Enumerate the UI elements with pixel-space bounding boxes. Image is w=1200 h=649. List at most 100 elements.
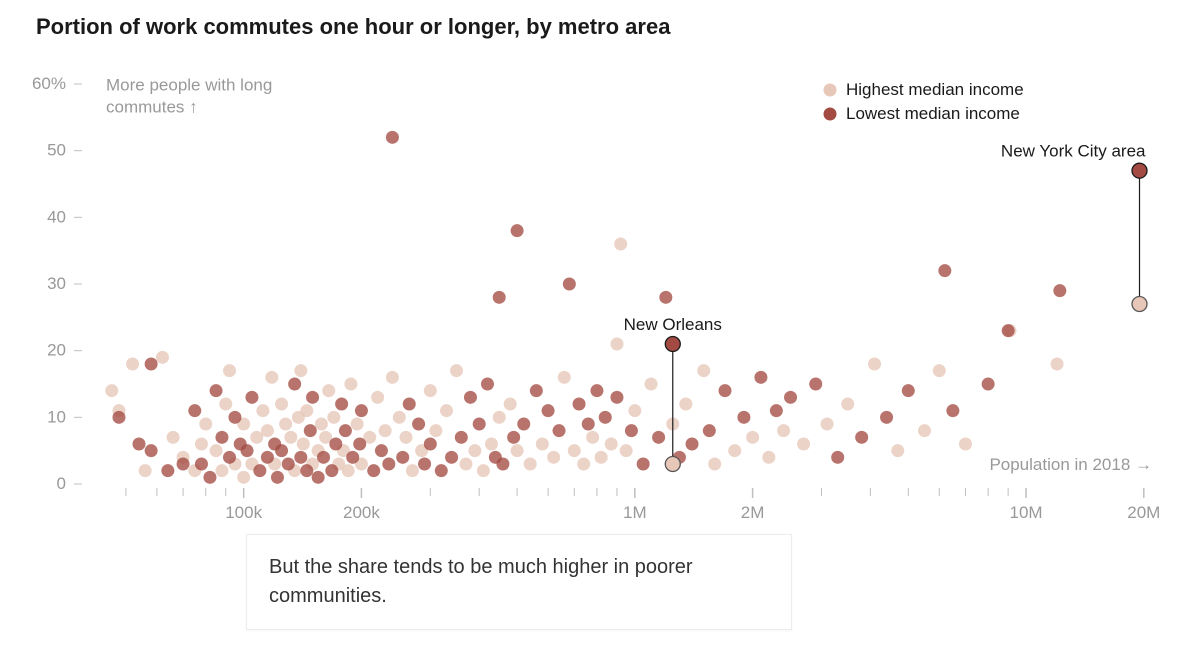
data-point (386, 131, 399, 144)
data-point (327, 411, 340, 424)
callout-point-low (1132, 163, 1147, 178)
data-point (351, 418, 364, 431)
callout-point-high (1132, 297, 1147, 312)
x-tick-label: 2M (741, 503, 765, 522)
data-point (237, 471, 250, 484)
data-point (496, 458, 509, 471)
data-point (418, 458, 431, 471)
data-point (708, 458, 721, 471)
data-point (223, 451, 236, 464)
data-point (459, 458, 472, 471)
data-point (297, 438, 310, 451)
data-point (645, 378, 658, 391)
data-point (493, 291, 506, 304)
data-point (379, 424, 392, 437)
data-point (210, 384, 223, 397)
data-point (595, 451, 608, 464)
data-point (605, 438, 618, 451)
data-point (275, 398, 288, 411)
data-point (547, 451, 560, 464)
data-point (215, 464, 228, 477)
data-point (210, 444, 223, 457)
data-point (312, 471, 325, 484)
data-point (517, 418, 530, 431)
data-point (902, 384, 915, 397)
data-point (261, 451, 274, 464)
y-tick-label: 30 (47, 274, 66, 293)
data-point (195, 458, 208, 471)
data-point (831, 451, 844, 464)
data-point (325, 464, 338, 477)
callout-point-low (665, 337, 680, 352)
legend-label: Lowest median income (846, 104, 1020, 123)
legend-swatch (824, 108, 837, 121)
data-point (586, 431, 599, 444)
data-point (1051, 358, 1064, 371)
data-point (253, 464, 266, 477)
data-point (582, 418, 595, 431)
x-tick-label: 1M (623, 503, 647, 522)
data-point (342, 464, 355, 477)
y-axis-hint: commutes ↑ (106, 98, 198, 117)
caption-box: But the share tends to be much higher in… (246, 534, 792, 630)
data-point (156, 351, 169, 364)
data-point (317, 451, 330, 464)
data-point (784, 391, 797, 404)
data-point (315, 418, 328, 431)
data-point (891, 444, 904, 457)
data-point (686, 438, 699, 451)
data-point (620, 444, 633, 457)
data-point (746, 431, 759, 444)
data-point (754, 371, 767, 384)
data-point (511, 444, 524, 457)
data-point (625, 424, 638, 437)
data-point (628, 404, 641, 417)
data-point (703, 424, 716, 437)
data-point (403, 398, 416, 411)
data-point (855, 431, 868, 444)
data-point (271, 471, 284, 484)
data-point (245, 391, 258, 404)
x-axis-hint: Population in 2018 → (989, 455, 1152, 474)
data-point (300, 404, 313, 417)
legend-swatch (824, 84, 837, 97)
data-point (329, 438, 342, 451)
y-tick-label: 60% (32, 74, 66, 93)
data-point (959, 438, 972, 451)
data-point (440, 404, 453, 417)
data-point (737, 411, 750, 424)
data-point (821, 418, 834, 431)
x-tick-label: 20M (1127, 503, 1160, 522)
y-tick-label: 20 (47, 341, 66, 360)
y-tick-label: 40 (47, 207, 66, 226)
data-point (573, 398, 586, 411)
data-point (265, 371, 278, 384)
data-point (610, 391, 623, 404)
data-point (868, 358, 881, 371)
data-point (241, 444, 254, 457)
data-point (132, 438, 145, 451)
data-point (464, 391, 477, 404)
data-point (288, 378, 301, 391)
data-point (322, 384, 335, 397)
data-point (728, 444, 741, 457)
data-point (215, 431, 228, 444)
x-tick-label: 10M (1010, 503, 1043, 522)
data-point (485, 438, 498, 451)
data-point (841, 398, 854, 411)
y-tick-label: 50 (47, 141, 66, 160)
y-axis-hint: More people with long (106, 76, 272, 95)
data-point (933, 364, 946, 377)
data-point (367, 464, 380, 477)
data-point (406, 464, 419, 477)
data-point (112, 411, 125, 424)
caption-text: But the share tends to be much higher in… (269, 556, 693, 607)
data-point (1002, 324, 1015, 337)
data-point (477, 464, 490, 477)
data-point (400, 431, 413, 444)
chart-container: Portion of work commutes one hour or lon… (0, 0, 1200, 649)
data-point (105, 384, 118, 397)
data-point (199, 418, 212, 431)
data-point (386, 371, 399, 384)
data-point (473, 418, 486, 431)
